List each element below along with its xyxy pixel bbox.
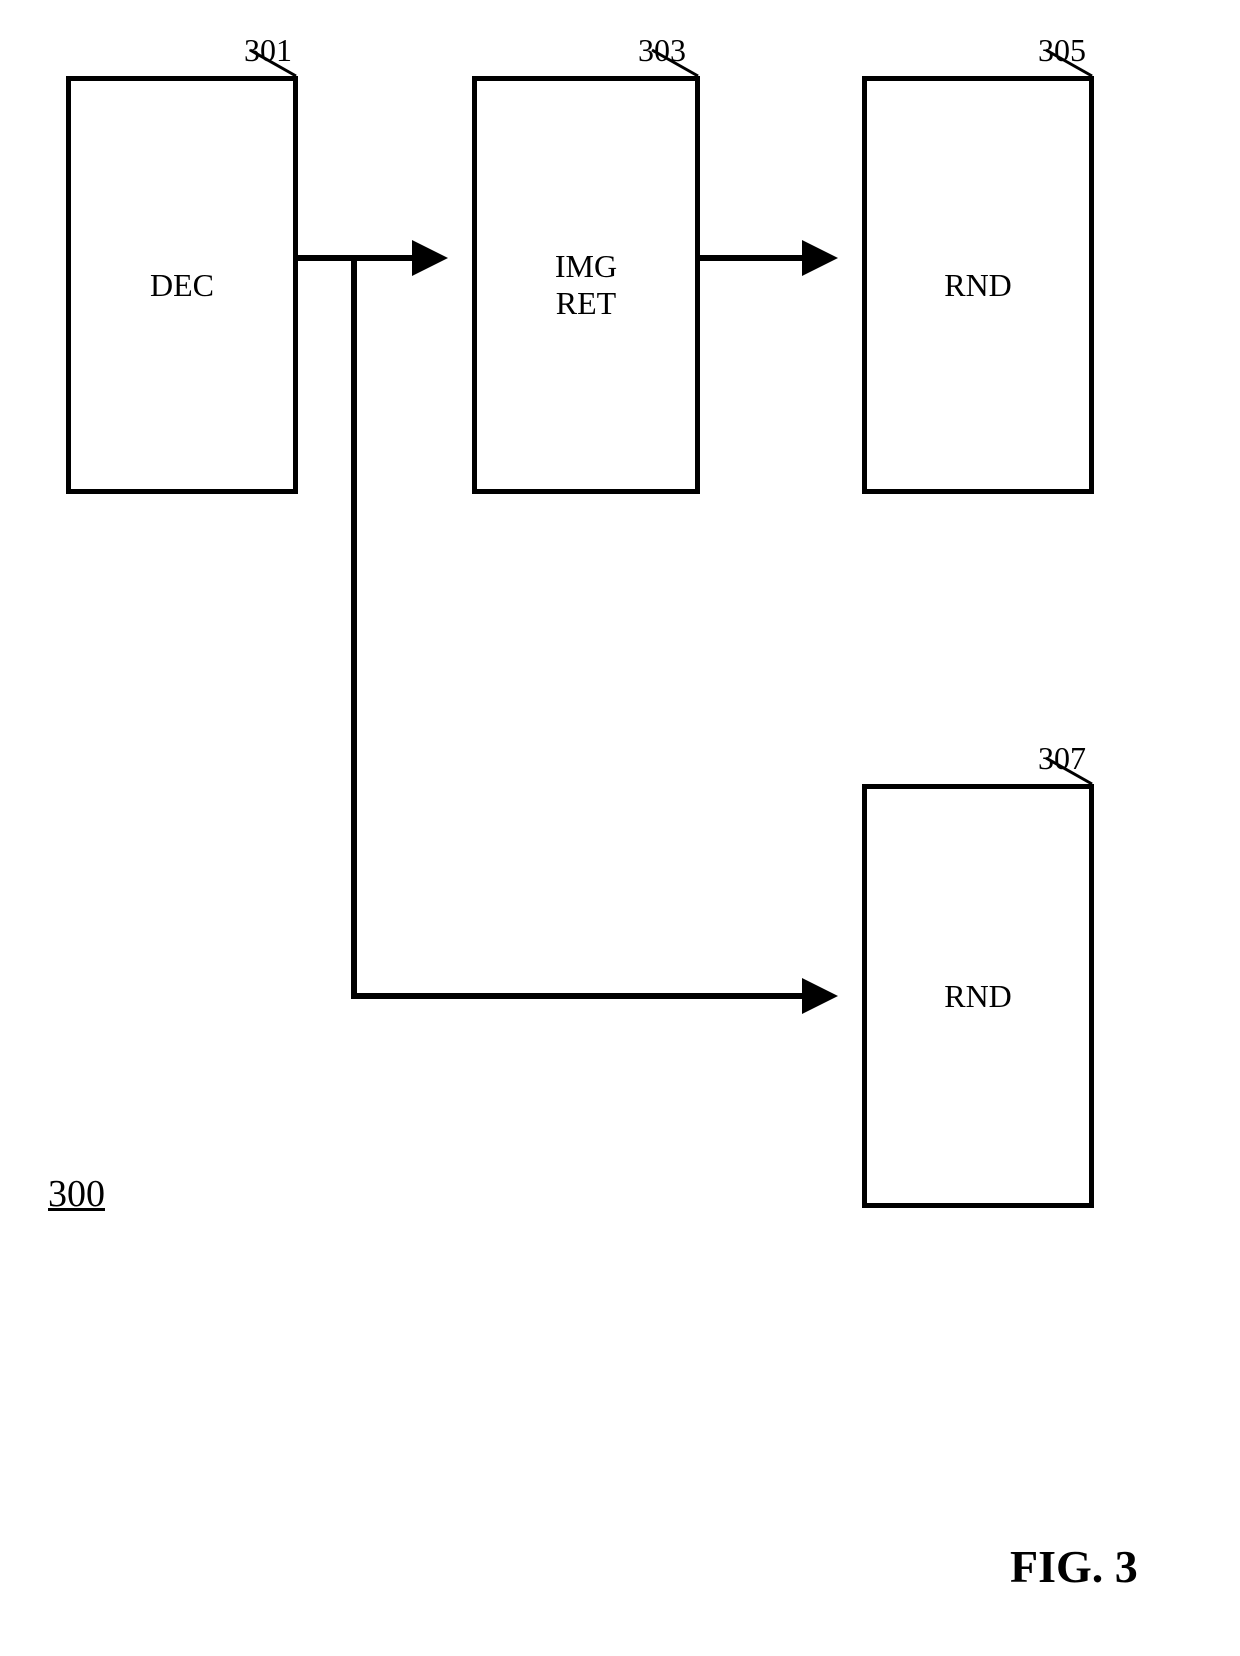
- block-dec: DEC: [66, 76, 298, 494]
- block-rnd-top: RND: [862, 76, 1094, 494]
- diagram-id: 300: [48, 1172, 105, 1216]
- diagram-canvas: DEC IMG RET RND RND 301 303 305 307 300 …: [0, 0, 1240, 1656]
- ref-label-307: 307: [1038, 740, 1086, 777]
- block-imgret-label: IMG RET: [555, 248, 617, 322]
- figure-caption: FIG. 3: [1010, 1540, 1138, 1593]
- ref-label-301: 301: [244, 32, 292, 69]
- ref-label-305: 305: [1038, 32, 1086, 69]
- block-rnd-bottom: RND: [862, 784, 1094, 1208]
- block-img-ret: IMG RET: [472, 76, 700, 494]
- block-dec-label: DEC: [150, 267, 214, 304]
- block-rnd1-label: RND: [944, 267, 1012, 304]
- ref-label-303: 303: [638, 32, 686, 69]
- block-rnd2-label: RND: [944, 978, 1012, 1015]
